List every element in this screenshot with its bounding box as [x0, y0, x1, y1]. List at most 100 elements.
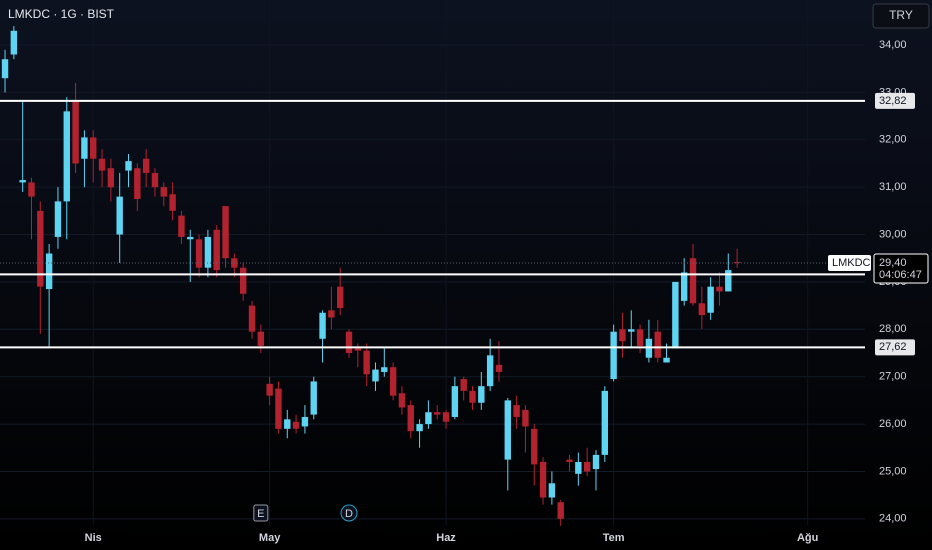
candle-body: [151, 172, 159, 188]
candle-body: [178, 215, 185, 237]
candle-body: [301, 416, 309, 427]
candle-body: [336, 286, 344, 308]
candle-body: [539, 461, 547, 498]
candle-body: [680, 272, 688, 301]
candle-body: [601, 390, 609, 455]
candle-body: [372, 369, 379, 382]
candle-body: [636, 329, 644, 346]
candle-body: [81, 137, 88, 159]
level-label-box: [875, 339, 915, 356]
candle-body: [416, 424, 423, 432]
last-price-label: 29,40: [879, 257, 907, 269]
countdown-label: 04:06:47: [879, 269, 922, 281]
candle-body: [160, 187, 167, 197]
candle-body: [451, 386, 459, 417]
candle-body: [90, 137, 97, 159]
grid: [0, 0, 865, 525]
y-tick-label: 27,00: [879, 371, 907, 383]
candle-body: [531, 428, 538, 465]
candle-body: [63, 111, 70, 202]
candle-body: [522, 409, 529, 427]
candle-body: [319, 312, 326, 339]
candle-body: [628, 329, 635, 332]
x-tick-label: May: [259, 532, 281, 544]
candle-body: [328, 310, 335, 318]
candle-body: [116, 196, 123, 235]
candle-body: [733, 262, 741, 264]
candle-body: [460, 379, 467, 391]
candle-body: [469, 390, 476, 403]
candle-body: [495, 364, 503, 372]
candle-body: [566, 459, 573, 462]
candle-body: [434, 412, 441, 415]
event-marker[interactable]: [253, 504, 269, 522]
x-tick-label: Ağu: [797, 532, 818, 544]
candle-body: [134, 168, 141, 200]
last-price-box: [873, 253, 929, 284]
candle-body: [716, 286, 723, 292]
candle-body: [707, 286, 714, 313]
candle-body: [169, 194, 176, 211]
price-axis: 24,0025,0026,0027,0028,0029,0030,0031,00…: [85, 39, 929, 544]
candle-body: [37, 210, 44, 287]
candle-body: [698, 303, 706, 316]
candle-body: [195, 239, 203, 268]
candle-body: [425, 412, 432, 425]
level-label: 32,82: [879, 95, 907, 107]
candle-body: [398, 393, 406, 408]
candle-body: [725, 270, 732, 292]
candle-body: [672, 281, 679, 349]
candle-body: [575, 461, 582, 474]
candle-body: [478, 386, 485, 403]
candle-body: [10, 30, 18, 55]
event-label[interactable]: D: [345, 508, 353, 520]
candle-body: [19, 180, 26, 183]
candle-body: [292, 421, 300, 429]
candle-body: [689, 258, 697, 304]
candle-body: [345, 331, 353, 354]
candle-body: [248, 305, 256, 332]
candle-body: [142, 158, 150, 173]
event-label[interactable]: E: [257, 508, 264, 520]
candle-body: [45, 253, 53, 290]
candle-body: [1, 59, 9, 79]
candle-body: [389, 367, 397, 396]
candle-body: [275, 388, 282, 429]
candle-body: [619, 329, 626, 342]
candle-body: [284, 419, 291, 429]
currency-label[interactable]: TRY: [889, 8, 913, 22]
candle-body: [663, 357, 670, 363]
level-label-box: [875, 92, 915, 109]
candle-body: [504, 400, 511, 460]
candle-body: [592, 454, 600, 470]
candle-body: [204, 236, 212, 268]
candle-body: [513, 405, 520, 417]
candle-body: [222, 206, 229, 259]
candle-body: [363, 350, 370, 375]
x-tick-label: Tem: [603, 532, 625, 544]
candle-body: [125, 161, 132, 171]
y-tick-label: 26,00: [879, 418, 907, 430]
y-tick-label: 31,00: [879, 181, 907, 193]
event-marker[interactable]: [340, 504, 358, 522]
candle-body: [266, 383, 273, 396]
currency-button[interactable]: [872, 3, 930, 29]
x-tick-label: Nis: [85, 532, 102, 544]
chart-title: LMKDC · 1G · BIST: [8, 7, 115, 21]
candle-body: [654, 331, 661, 358]
candle-body: [72, 101, 79, 164]
y-tick-label: 24,00: [879, 513, 907, 525]
candle-body: [548, 483, 556, 498]
candle-body: [557, 502, 564, 519]
level-label: 27,62: [879, 341, 907, 353]
candle-body: [486, 355, 494, 387]
candle-body: [239, 267, 247, 294]
candle-body: [381, 367, 388, 372]
y-tick-label: 32,00: [879, 134, 907, 146]
candle-body: [442, 412, 450, 422]
candle-body: [310, 381, 317, 415]
x-tick-label: Haz: [436, 532, 456, 544]
candle-body: [407, 405, 414, 432]
